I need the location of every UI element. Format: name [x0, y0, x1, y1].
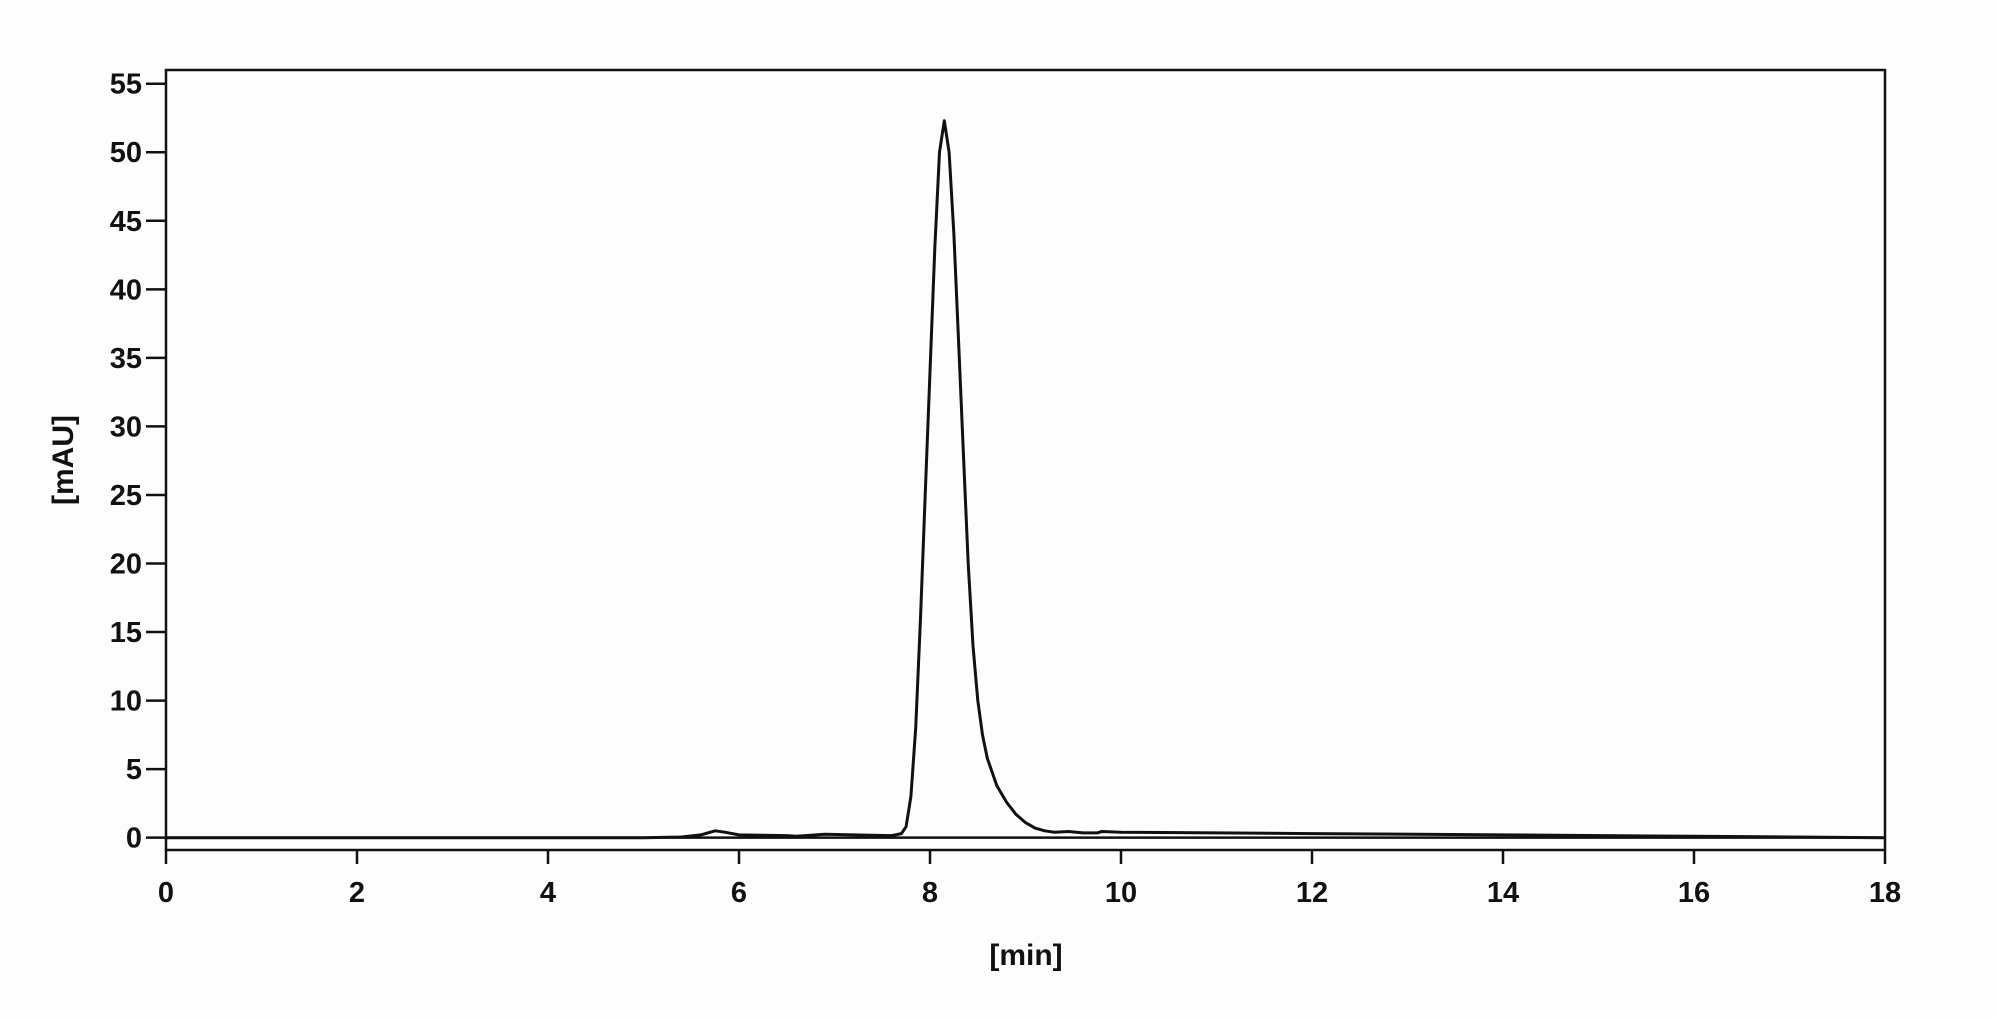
y-axis-label: [mAU]	[47, 415, 80, 505]
x-axis-label: [min]	[989, 939, 1062, 972]
y-tick-label: 50	[110, 137, 142, 169]
x-tick-label: 0	[158, 877, 174, 909]
x-tick-label: 4	[540, 877, 556, 909]
x-tick-label: 10	[1105, 877, 1137, 909]
y-tick-label: 40	[110, 274, 142, 306]
plot-frame	[164, 68, 1887, 852]
y-tick-label: 10	[110, 686, 142, 718]
x-tick-label: 18	[1869, 877, 1901, 909]
y-tick-label: 5	[126, 754, 142, 786]
x-tick-label: 2	[349, 877, 365, 909]
y-tick-label: 55	[110, 69, 142, 101]
data-line	[166, 119, 1886, 840]
x-tick-label: 12	[1296, 877, 1328, 909]
y-tick-label: 0	[126, 823, 142, 855]
y-tick-label: 20	[110, 548, 142, 580]
y-tick-label: 45	[110, 206, 142, 238]
x-tick-label: 8	[922, 877, 938, 909]
y-tick-label: 30	[110, 411, 142, 443]
y-tick-label: 15	[110, 617, 142, 649]
y-tick-label: 35	[110, 343, 142, 375]
x-tick-label: 16	[1678, 877, 1710, 909]
x-tick-label: 6	[731, 877, 747, 909]
y-tick-label: 25	[110, 480, 142, 512]
x-tick-label: 14	[1487, 877, 1519, 909]
